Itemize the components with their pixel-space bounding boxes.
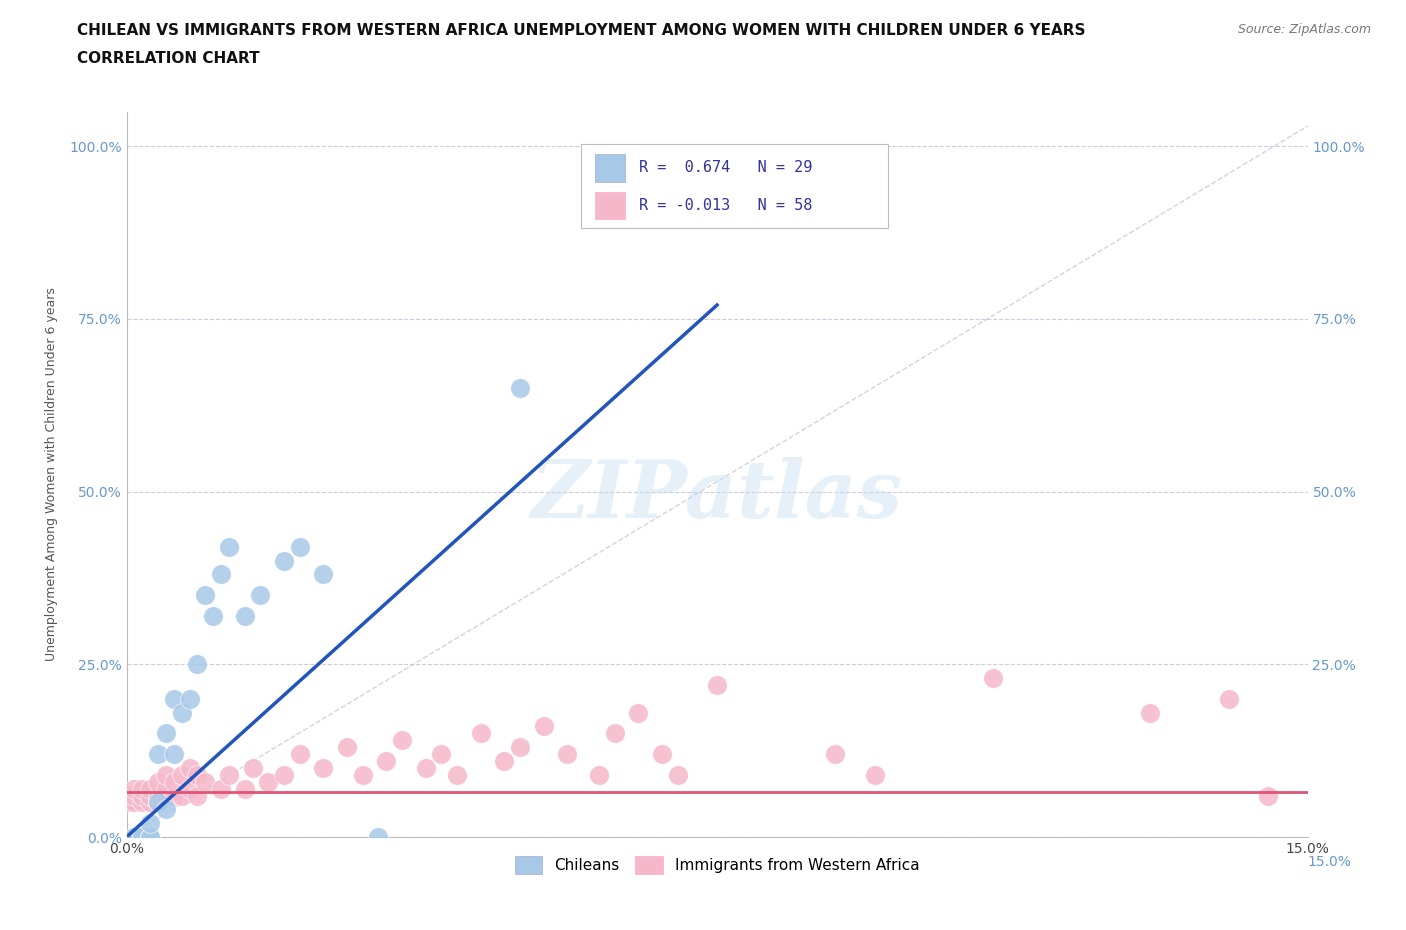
Point — [242, 761, 264, 776]
Point — [146, 788, 169, 803]
Point — [155, 781, 177, 796]
Point — [115, 795, 138, 810]
Point — [367, 830, 389, 844]
Point — [139, 830, 162, 844]
Point — [863, 767, 886, 782]
Point — [163, 747, 186, 762]
Point — [202, 608, 225, 623]
Point — [233, 608, 256, 623]
Point — [139, 788, 162, 803]
Point — [179, 761, 201, 776]
Point — [446, 767, 468, 782]
Point — [124, 830, 146, 844]
Point — [288, 539, 311, 554]
Point — [155, 767, 177, 782]
Text: CHILEAN VS IMMIGRANTS FROM WESTERN AFRICA UNEMPLOYMENT AMONG WOMEN WITH CHILDREN: CHILEAN VS IMMIGRANTS FROM WESTERN AFRIC… — [77, 23, 1085, 38]
Point — [1257, 788, 1279, 803]
Point — [470, 726, 492, 741]
Point — [273, 767, 295, 782]
Point — [1139, 705, 1161, 720]
Point — [430, 747, 453, 762]
Text: Source: ZipAtlas.com: Source: ZipAtlas.com — [1237, 23, 1371, 36]
Text: R =  0.674   N = 29: R = 0.674 N = 29 — [640, 161, 813, 176]
Bar — [595, 154, 624, 181]
Point — [288, 747, 311, 762]
Point — [218, 767, 240, 782]
Y-axis label: Unemployment Among Women with Children Under 6 years: Unemployment Among Women with Children U… — [45, 287, 58, 661]
Point — [146, 747, 169, 762]
Point — [824, 747, 846, 762]
Point — [352, 767, 374, 782]
Point — [509, 739, 531, 754]
Point — [194, 588, 217, 603]
Point — [179, 691, 201, 706]
Point — [139, 795, 162, 810]
Point — [115, 788, 138, 803]
Point — [627, 705, 650, 720]
Point — [186, 767, 208, 782]
Point — [257, 775, 280, 790]
Point — [627, 153, 650, 167]
Point — [415, 761, 437, 776]
Text: CORRELATION CHART: CORRELATION CHART — [77, 51, 260, 66]
Point — [170, 767, 193, 782]
Point — [131, 830, 153, 844]
Point — [249, 588, 271, 603]
Point — [375, 753, 398, 768]
Point — [233, 781, 256, 796]
Text: ZIPatlas: ZIPatlas — [531, 458, 903, 535]
Point — [312, 761, 335, 776]
Point — [139, 781, 162, 796]
Point — [163, 788, 186, 803]
Point — [124, 795, 146, 810]
Point — [146, 795, 169, 810]
Point — [651, 747, 673, 762]
Point — [163, 691, 186, 706]
Legend: Chileans, Immigrants from Western Africa: Chileans, Immigrants from Western Africa — [509, 850, 925, 880]
Point — [209, 567, 232, 582]
Text: 15.0%: 15.0% — [1308, 856, 1351, 870]
Point — [139, 816, 162, 830]
Point — [186, 788, 208, 803]
Point — [391, 733, 413, 748]
Bar — [595, 192, 624, 219]
Point — [533, 719, 555, 734]
Point — [666, 767, 689, 782]
Point — [186, 657, 208, 671]
Point — [131, 788, 153, 803]
Point — [1218, 691, 1240, 706]
Point — [509, 380, 531, 395]
Point — [131, 781, 153, 796]
Point — [124, 788, 146, 803]
Point — [218, 539, 240, 554]
Point — [557, 747, 579, 762]
Point — [336, 739, 359, 754]
Point — [131, 830, 153, 844]
Point — [139, 830, 162, 844]
Point — [312, 567, 335, 582]
Point — [124, 830, 146, 844]
Point — [163, 775, 186, 790]
Point — [494, 753, 516, 768]
Point — [124, 781, 146, 796]
Point — [155, 788, 177, 803]
Point — [146, 775, 169, 790]
Text: R = -0.013   N = 58: R = -0.013 N = 58 — [640, 198, 813, 213]
Point — [170, 788, 193, 803]
Point — [209, 781, 232, 796]
Point — [588, 767, 610, 782]
Point — [273, 553, 295, 568]
Point — [981, 671, 1004, 685]
Point — [146, 795, 169, 810]
Point — [603, 726, 626, 741]
Point — [170, 705, 193, 720]
Point — [179, 781, 201, 796]
Point — [131, 795, 153, 810]
Point — [131, 830, 153, 844]
Point — [706, 678, 728, 693]
FancyBboxPatch shape — [581, 144, 889, 228]
Point — [155, 726, 177, 741]
Point — [155, 802, 177, 817]
Point — [194, 775, 217, 790]
